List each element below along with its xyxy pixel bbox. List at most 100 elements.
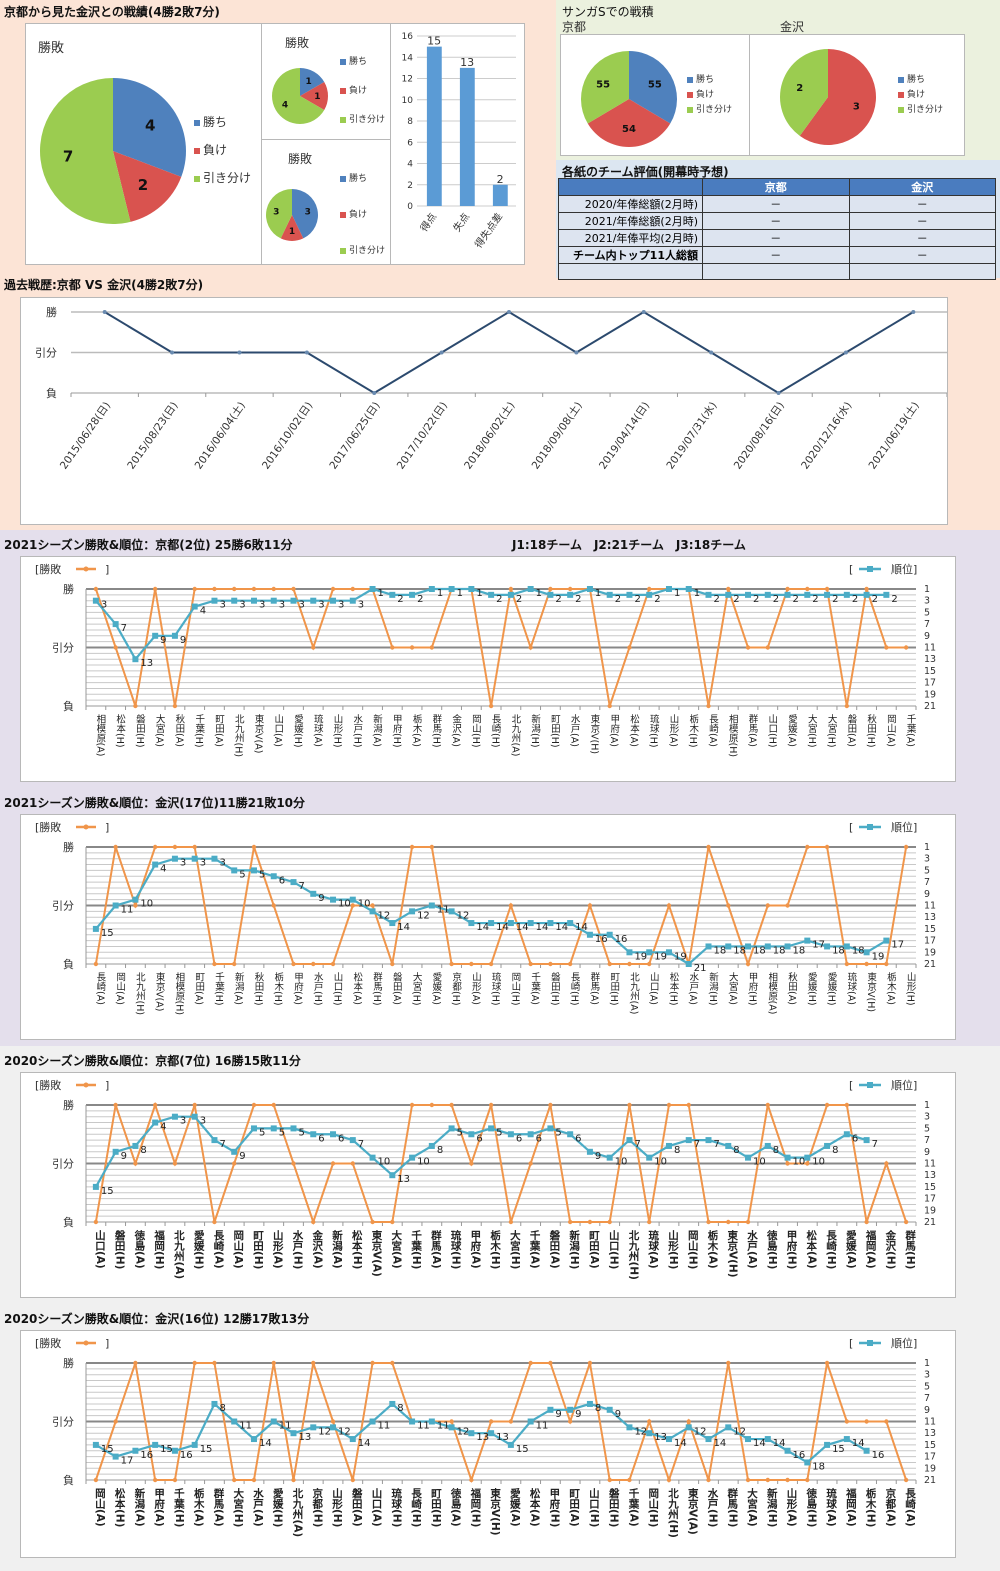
- legend-result-marker: [83, 824, 89, 830]
- section-k2021: 2021シーズン勝敗&順位：京都(2位) 25勝6敗11分 J1:18チーム J…: [0, 530, 1000, 788]
- x-tick-label: 山口(H): [608, 1229, 620, 1269]
- table-row: [558, 263, 996, 280]
- x-tick-label: 栃木(A): [193, 1487, 205, 1526]
- right-y-tick-label: 17: [924, 936, 936, 947]
- rank-data-label: 6: [852, 1133, 858, 1144]
- left-y-tick-label: 勝: [63, 582, 74, 596]
- eval-header-corner: [558, 178, 703, 196]
- pie-data-label: 3: [305, 207, 311, 217]
- x-tick-label: 琉球(H): [648, 713, 660, 747]
- rank-point: [250, 597, 257, 604]
- x-tick-label: 北九州(A): [173, 1229, 185, 1279]
- rank-data-label: 5: [299, 1127, 305, 1138]
- history-point: [372, 391, 377, 395]
- rank-data-label: 21: [694, 963, 707, 974]
- rank-data-label: 3: [219, 858, 225, 869]
- x-tick-label: 栃木(H): [489, 1229, 501, 1269]
- rank-data-label: 2: [812, 594, 818, 605]
- x-tick-label: 磐田(H): [549, 971, 561, 1005]
- rank-point: [764, 1436, 771, 1443]
- result-point: [488, 1102, 494, 1108]
- x-tick-label: 磐田(A): [548, 1229, 560, 1268]
- rank-point: [606, 591, 613, 598]
- result-point: [824, 586, 830, 592]
- rank-point: [92, 1183, 99, 1190]
- table-row: 2021/年俸平均(2月時) －－: [558, 229, 996, 247]
- y-tick-label: 0: [407, 202, 413, 212]
- result-point: [884, 1419, 889, 1424]
- rank-data-label: 1: [378, 588, 384, 599]
- rank-point: [310, 890, 317, 897]
- rank-point: [171, 855, 178, 862]
- legend-win: 勝ち: [898, 73, 943, 88]
- rank-point: [843, 1436, 850, 1443]
- x-tick-label: 相模原(A): [766, 971, 778, 1014]
- rank-point: [883, 937, 890, 944]
- result-point: [192, 1360, 197, 1366]
- right-y-tick-label: 15: [924, 666, 936, 677]
- rank-point: [310, 597, 317, 604]
- pie-slice-引き分け: [39, 78, 131, 224]
- legend-loss: 負け: [340, 77, 385, 106]
- result-point: [765, 645, 770, 650]
- result-point: [627, 961, 632, 967]
- left-y-tick-label: 勝: [63, 1356, 74, 1370]
- rank-point: [824, 1142, 831, 1149]
- result-point: [864, 1219, 869, 1225]
- result-point: [429, 1102, 435, 1108]
- result-point: [627, 1102, 632, 1108]
- rank-point: [349, 896, 356, 903]
- rank-data-label: 12: [417, 910, 430, 921]
- result-point: [528, 645, 533, 650]
- result-point: [469, 1477, 474, 1483]
- rank-point: [725, 943, 732, 950]
- x-tick-label: 秋田(A): [173, 713, 185, 747]
- x-tick-label: 失点: [450, 210, 472, 234]
- rank-line: [95, 1402, 868, 1464]
- rank-data-label: 14: [358, 1438, 371, 1449]
- history-panel: 負 引分 勝 2015/06/28(日) 2015/08/23(日) 2016/06/04…: [20, 297, 948, 525]
- rank-data-label: 8: [832, 1145, 838, 1156]
- rank-data-label: 14: [476, 922, 489, 933]
- rank-point: [804, 1154, 811, 1161]
- rank-point: [705, 1137, 712, 1144]
- pie-data-label: 7: [63, 147, 73, 165]
- x-tick-label: 長崎(A): [94, 972, 106, 1005]
- rank-point: [468, 1131, 475, 1138]
- rank-data-label: 18: [832, 945, 845, 956]
- rank-data-label: 14: [259, 1438, 272, 1449]
- rank-data-label: 3: [239, 600, 245, 611]
- x-tick-label: 2017/10/22(日): [395, 400, 450, 472]
- result-point: [528, 961, 533, 967]
- rank-data-label: 6: [476, 1133, 482, 1144]
- rank-data-label: 2: [496, 594, 502, 605]
- x-tick-label: 水戸(H): [312, 971, 324, 1005]
- result-line: [94, 1362, 908, 1484]
- rank-point: [389, 1172, 396, 1179]
- x-tick-label: 大宮(A): [727, 971, 739, 1005]
- x-tick-label: 長崎(A): [212, 1230, 224, 1269]
- x-tick-label: 北九州(H): [667, 1487, 679, 1538]
- rank-point: [547, 591, 554, 598]
- x-tick-label: 栃木(H): [687, 713, 699, 747]
- rank-data-label: 2: [872, 594, 878, 605]
- right-y-tick-label: 17: [924, 1194, 936, 1205]
- rank-data-label: 14: [773, 1438, 786, 1449]
- result-point: [271, 903, 276, 908]
- result-point: [686, 1419, 691, 1424]
- result-point: [508, 1219, 514, 1225]
- rank-point: [488, 591, 495, 598]
- eval-header-kanazawa: 金沢: [848, 178, 996, 196]
- x-tick-label: 愛媛(H): [292, 713, 304, 747]
- legend-win: 勝ち: [687, 73, 732, 88]
- x-tick-label: 東京V(A): [252, 713, 264, 753]
- result-point: [212, 586, 217, 592]
- rank-data-label: 9: [575, 1409, 581, 1420]
- rank-data-label: 12: [457, 910, 470, 921]
- x-tick-label: 北九州(A): [628, 972, 640, 1014]
- rank-point: [349, 1436, 356, 1443]
- result-point: [429, 844, 435, 850]
- rank-data-label: 11: [121, 905, 134, 916]
- rank-point: [290, 879, 297, 886]
- rank-point: [112, 902, 119, 909]
